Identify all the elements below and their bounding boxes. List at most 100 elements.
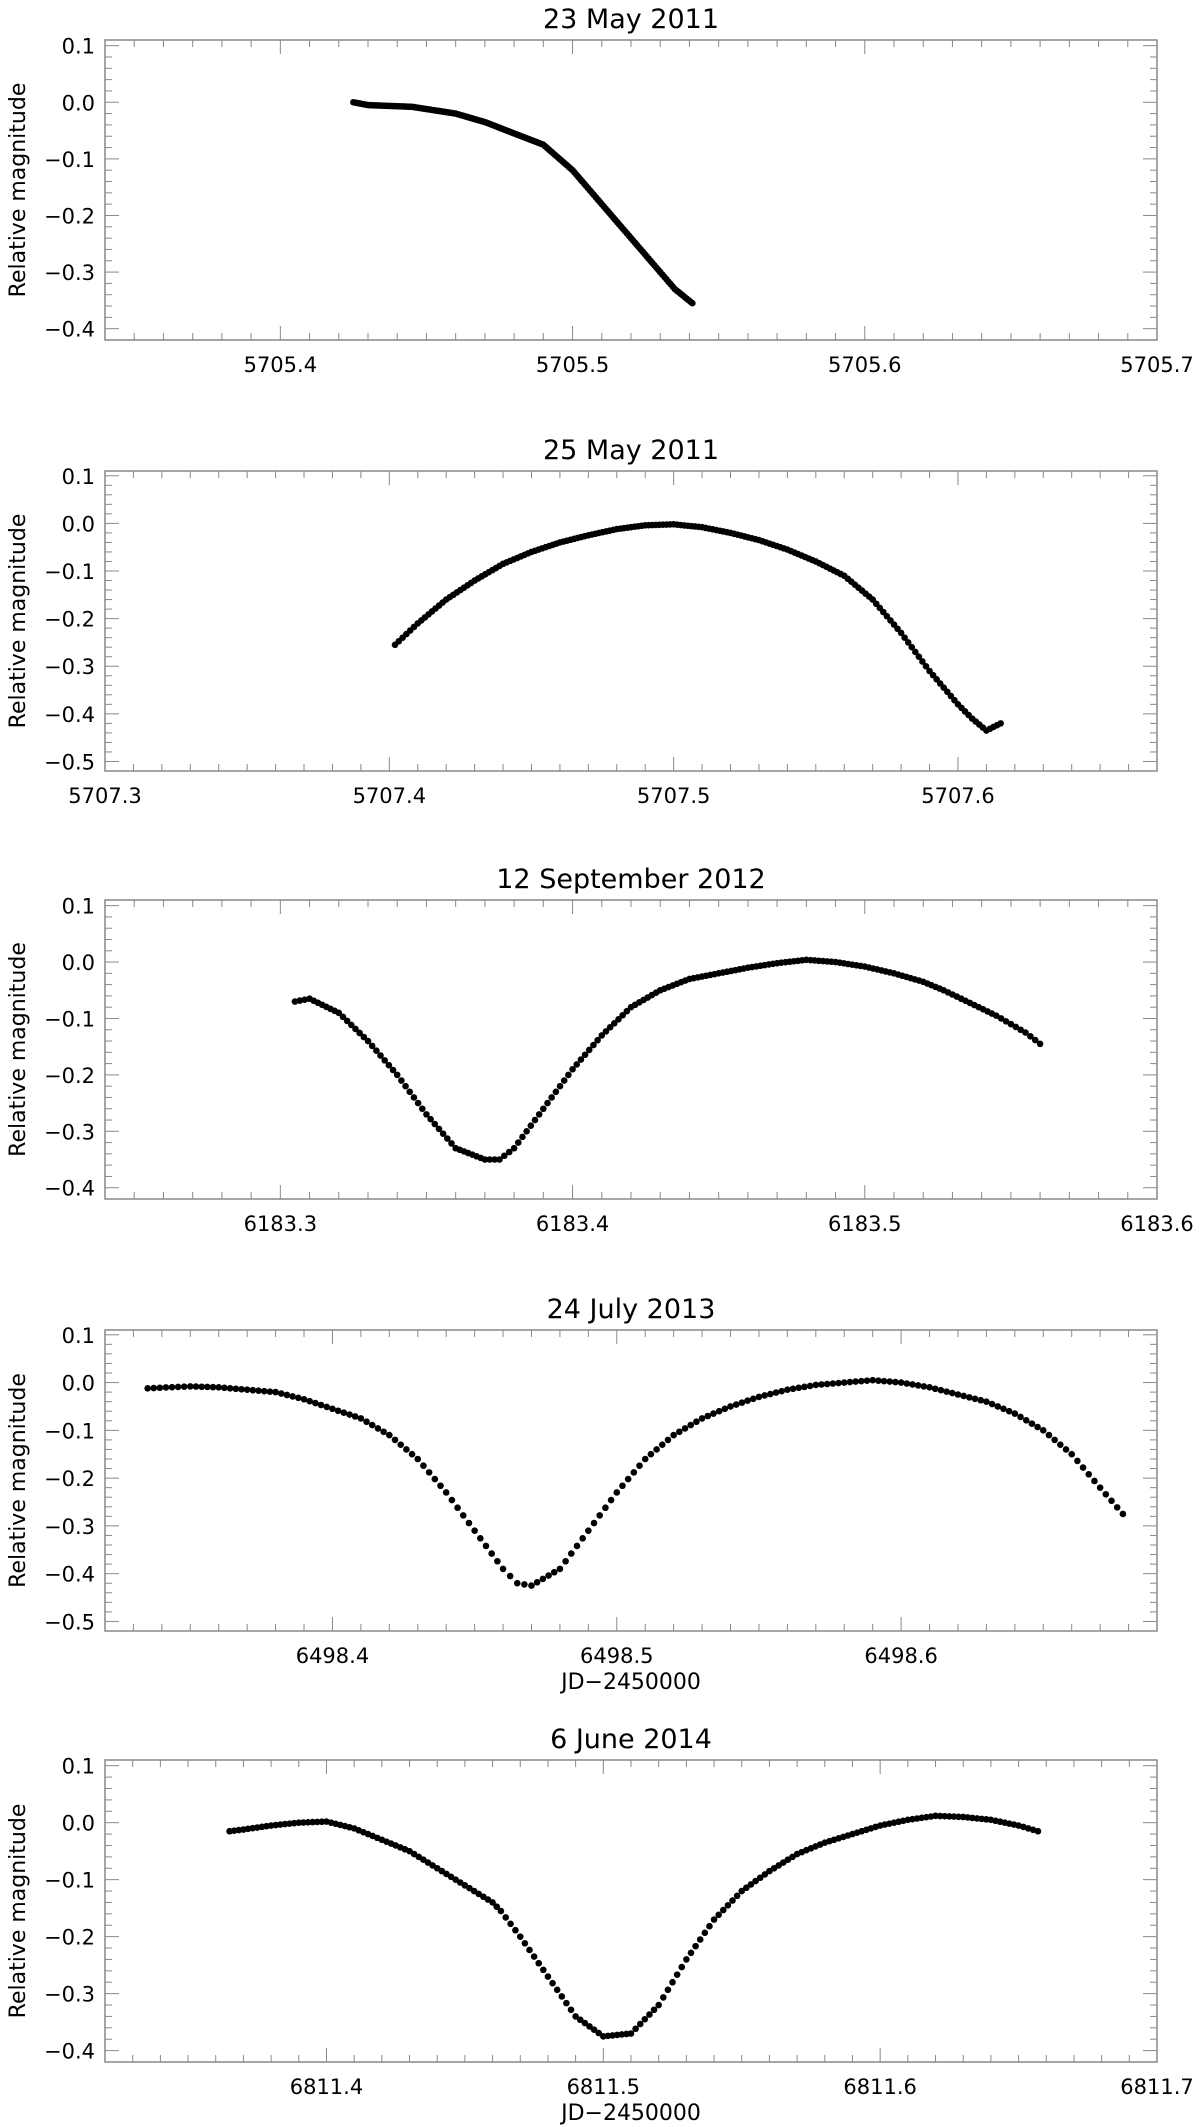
data-point: [948, 1389, 956, 1397]
data-point: [306, 1397, 314, 1405]
data-series: [350, 98, 696, 307]
panel-title: 24 July 2013: [547, 1294, 716, 1325]
data-point: [486, 1156, 494, 1163]
data-point: [289, 1393, 296, 1400]
data-point: [558, 1993, 566, 2000]
data-point: [676, 1428, 683, 1436]
data-point: [192, 1383, 200, 1390]
data-point: [1108, 1497, 1115, 1505]
data-point: [683, 1956, 690, 1963]
data-series: [391, 521, 1004, 734]
data-point: [611, 1020, 618, 1027]
data-point: [710, 1916, 718, 1923]
data-point: [348, 1021, 355, 1029]
y-axis-label: Relative magnitude: [6, 83, 31, 298]
data-point: [901, 634, 908, 641]
data-point: [535, 1111, 543, 1118]
data-point: [521, 1939, 529, 1947]
data-point: [692, 1942, 699, 1950]
data-point: [596, 1512, 604, 1519]
data-point: [660, 1994, 667, 2001]
y-tick-label: −0.5: [44, 1610, 95, 1634]
y-axis-label: Relative magnitude: [6, 1373, 31, 1588]
data-point: [710, 1410, 717, 1417]
y-tick-label: −0.2: [44, 1467, 95, 1491]
data-point: [1017, 1026, 1024, 1034]
data-point: [527, 1122, 535, 1129]
data-point: [226, 1384, 234, 1392]
data-point: [615, 1015, 622, 1023]
data-point: [386, 1431, 393, 1439]
data-point: [590, 2026, 598, 2034]
data-point: [922, 662, 930, 670]
data-point: [1012, 1023, 1020, 1031]
data-point: [363, 1418, 370, 1426]
y-tick-label: −0.4: [44, 318, 95, 342]
data-point: [971, 1395, 979, 1403]
data-point: [912, 648, 919, 656]
data-point: [391, 1436, 399, 1444]
data-point: [581, 2019, 589, 2027]
panel-title: 6 June 2014: [550, 1724, 712, 1755]
data-point: [481, 1156, 489, 1163]
data-point: [926, 1384, 933, 1391]
data-point: [556, 1565, 564, 1573]
data-point: [1045, 1431, 1053, 1439]
data-point: [650, 2006, 658, 2014]
data-point: [903, 1380, 911, 1387]
data-point: [915, 653, 923, 661]
y-tick-label: −0.2: [44, 204, 95, 228]
data-point: [1017, 1413, 1024, 1421]
data-point: [533, 1578, 541, 1586]
y-tick-label: −0.4: [44, 2040, 95, 2064]
data-point: [550, 1568, 558, 1576]
data-point: [238, 1385, 245, 1393]
data-point: [835, 1379, 842, 1387]
data-point: [552, 1088, 560, 1096]
data-point: [755, 1393, 763, 1401]
data-point: [1007, 1020, 1015, 1028]
y-tick-label: −0.4: [44, 703, 95, 727]
data-point: [471, 1527, 478, 1534]
data-point: [489, 1899, 496, 1906]
data-point: [266, 1388, 274, 1395]
data-point: [988, 1400, 996, 1408]
data-point: [356, 1029, 363, 1037]
data-point: [681, 1425, 689, 1432]
data-point: [408, 1450, 416, 1458]
data-point: [749, 1395, 757, 1403]
data-point: [1119, 1510, 1127, 1518]
data-point: [573, 1061, 581, 1068]
data-point: [1005, 1407, 1013, 1415]
y-tick-label: 0.1: [62, 1755, 95, 1779]
data-point: [403, 1446, 410, 1453]
data-point: [562, 1557, 569, 1565]
data-point: [539, 1575, 547, 1583]
data-point: [549, 1979, 556, 1987]
data-point: [340, 1409, 348, 1416]
plot-frame: [104, 39, 1158, 341]
data-point: [646, 2011, 653, 2018]
data-point: [946, 1813, 953, 1820]
y-tick-label: 0.0: [62, 91, 95, 115]
data-point: [886, 1378, 894, 1385]
x-tick-label: 6811.5: [567, 2075, 640, 2099]
data-point: [619, 1011, 626, 1019]
data-point: [919, 658, 926, 665]
panel-title: 12 September 2012: [496, 864, 765, 895]
y-tick-label: −0.2: [44, 1926, 95, 1950]
panel-title: 25 May 2011: [543, 435, 719, 466]
data-point: [586, 2023, 593, 2030]
data-point: [653, 1446, 660, 1453]
data-point: [715, 1407, 723, 1415]
data-point: [678, 1963, 686, 1971]
data-point: [761, 1392, 768, 1399]
data-point: [840, 1379, 848, 1386]
data-point: [567, 2006, 575, 2014]
data-point: [950, 1813, 958, 1820]
x-tick-label: 6811.7: [1120, 2075, 1193, 2099]
data-point: [689, 299, 696, 307]
data-point: [994, 1403, 1002, 1410]
data-point: [687, 1421, 695, 1429]
data-point: [368, 1042, 376, 1050]
